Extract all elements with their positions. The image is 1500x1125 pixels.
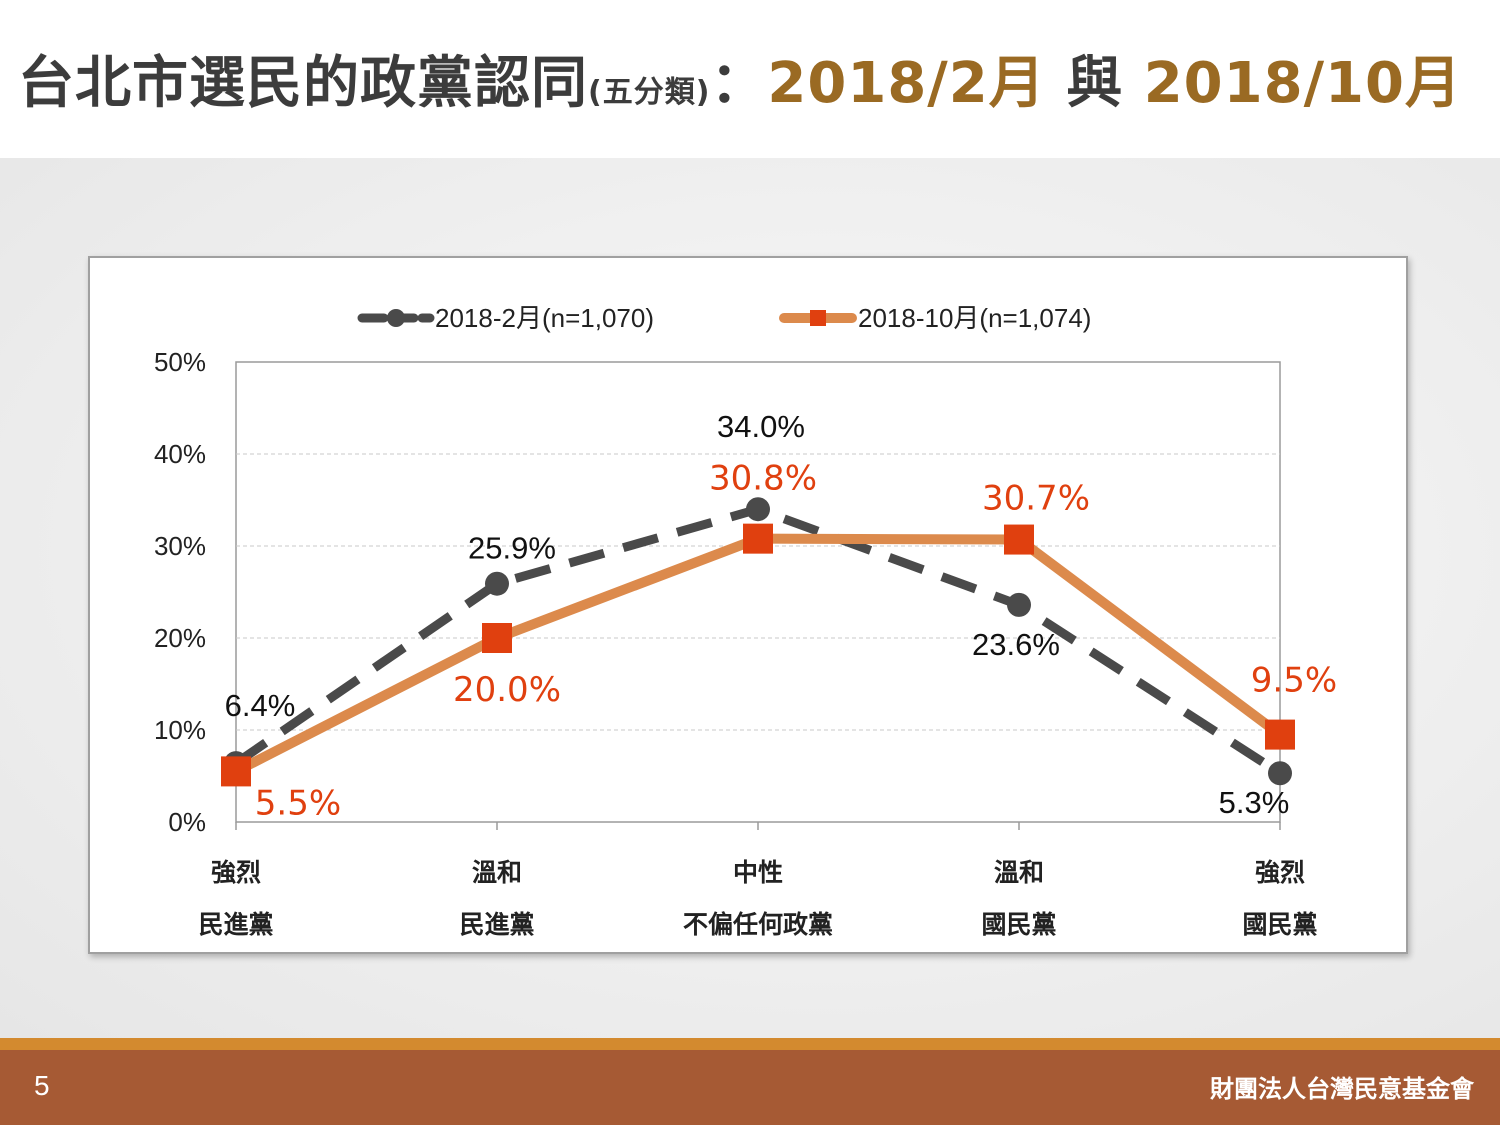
category-label-line1: 中性 <box>733 858 783 887</box>
y-tick-label: 40% <box>154 439 206 469</box>
legend-swatch-2018-oct-marker <box>810 310 826 326</box>
title-period-2: 2018/10月 <box>1143 51 1462 116</box>
series-2018-feb-point <box>1268 761 1292 786</box>
legend-label-2018-oct: 2018-10月(n=1,074) <box>858 303 1091 333</box>
data-label-2018-oct: 30.8% <box>709 459 817 499</box>
series-2018-feb-point <box>1007 592 1031 617</box>
category-label-line1: 強烈 <box>211 858 261 887</box>
data-label-2018-feb: 23.6% <box>972 627 1060 662</box>
legend-label-2018-feb: 2018-2月(n=1,070) <box>435 303 654 333</box>
data-label-2018-feb: 6.4% <box>225 688 296 723</box>
title-colon: ： <box>710 51 768 116</box>
y-tick-label: 0% <box>168 807 206 837</box>
category-label-line2: 民進黨 <box>459 910 534 939</box>
series-2018-oct-point <box>482 623 512 653</box>
series-2018-feb-point <box>746 497 770 522</box>
data-label-2018-oct: 30.7% <box>982 479 1090 519</box>
data-label-2018-oct: 20.0% <box>453 670 561 710</box>
data-label-2018-oct: 9.5% <box>1251 661 1337 701</box>
category-label-line2: 不偏任何政黨 <box>683 910 833 939</box>
data-label-2018-feb: 5.3% <box>1219 785 1290 820</box>
category-label-line1: 溫和 <box>472 858 522 887</box>
data-label-2018-feb: 34.0% <box>717 409 805 444</box>
legend-swatch-2018-feb-marker <box>387 309 405 327</box>
y-tick-label: 30% <box>154 531 206 561</box>
series-2018-oct-point <box>1004 524 1034 555</box>
series-2018-feb-point <box>485 571 509 596</box>
y-tick-label: 50% <box>154 347 206 377</box>
chart-frame: 0% 10% 20% 30% 40% 50% 強烈民進黨 溫和民進黨 中性不偏任何政黨 溫和國民黨… <box>88 256 1408 954</box>
y-tick-label: 10% <box>154 715 206 745</box>
category-label-line2: 民進黨 <box>198 910 273 939</box>
footer-accent-line <box>0 1038 1500 1050</box>
organization-name: 財團法人台灣民意基金會 <box>1210 1075 1474 1103</box>
series-2018-oct-point <box>221 756 251 787</box>
title-main: 台北市選民的政黨認同 <box>18 51 588 116</box>
slide-header: 台北市選民的政黨認同(五分類)：2018/2月 與 2018/10月 <box>0 0 1500 158</box>
slide-title: 台北市選民的政黨認同(五分類)：2018/2月 與 2018/10月 <box>18 38 1462 119</box>
y-tick-label: 20% <box>154 623 206 653</box>
title-paren: (五分類) <box>588 75 711 110</box>
title-period-1: 2018/2月 <box>767 51 1046 116</box>
category-label-line1: 強烈 <box>1255 858 1305 887</box>
page-number: 5 <box>34 1070 50 1101</box>
title-join: 與 <box>1045 51 1144 116</box>
footer-bar: 5 財團法人台灣民意基金會 <box>0 1050 1500 1125</box>
data-label-2018-feb: 25.9% <box>468 531 556 566</box>
series-2018-oct-point <box>1265 719 1295 750</box>
category-label-line1: 溫和 <box>994 858 1044 887</box>
data-label-2018-oct: 5.5% <box>255 783 341 823</box>
category-label-line2: 國民黨 <box>981 910 1056 939</box>
series-2018-oct-point <box>743 523 773 554</box>
category-label-line2: 國民黨 <box>1242 910 1317 939</box>
